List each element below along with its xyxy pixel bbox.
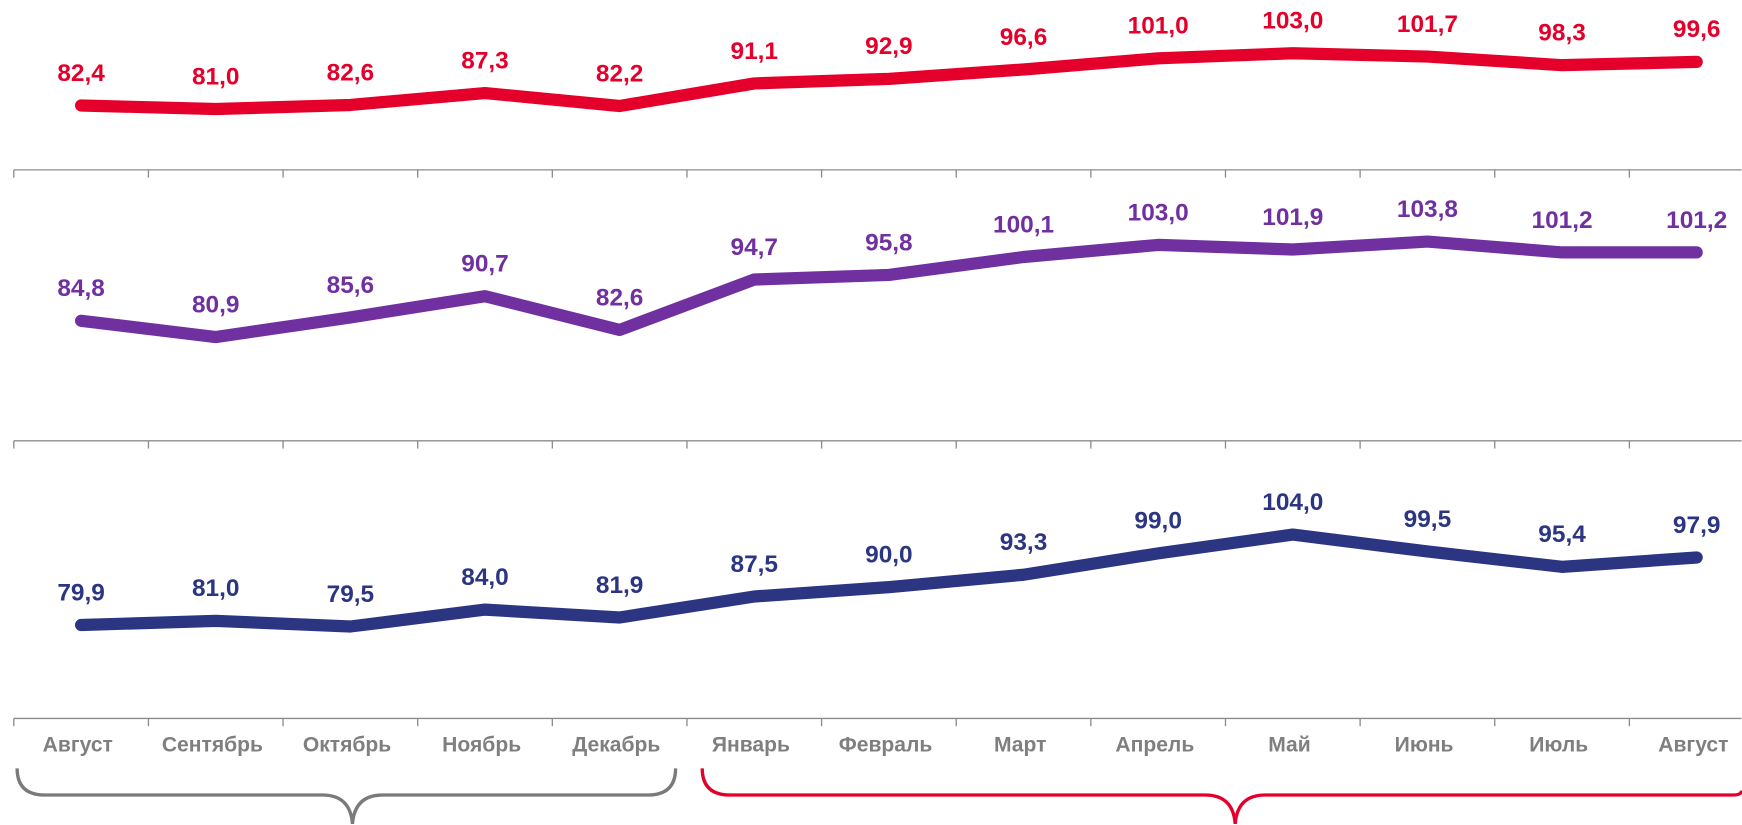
value-label: 93,3 <box>1000 529 1048 556</box>
x-tick-label: Декабрь <box>572 734 660 757</box>
value-label: 82,6 <box>596 284 644 311</box>
x-tick-label: Октябрь <box>303 734 391 757</box>
value-label: 99,0 <box>1134 508 1182 535</box>
value-label: 99,5 <box>1404 506 1452 533</box>
line <box>75 235 1703 344</box>
value-label: 103,0 <box>1128 199 1189 226</box>
value-label: 101,0 <box>1128 13 1189 40</box>
value-label: 80,9 <box>192 291 240 318</box>
x-tick-label: Январь <box>712 734 790 757</box>
value-label: 81,9 <box>596 572 644 599</box>
value-label: 104,0 <box>1262 489 1323 516</box>
value-label: 82,6 <box>327 59 375 86</box>
value-label: 92,9 <box>865 33 913 60</box>
line <box>75 528 1703 633</box>
value-label: 97,9 <box>1673 512 1721 539</box>
brace-gray <box>15 768 678 825</box>
x-tick-label: Июнь <box>1395 734 1454 757</box>
value-label: 103,8 <box>1397 196 1458 223</box>
x-tick-label: Июль <box>1529 734 1588 757</box>
value-label: 96,6 <box>1000 24 1048 51</box>
value-label: 94,7 <box>731 234 779 261</box>
x-tick-label: Август <box>43 734 113 757</box>
value-label: 79,5 <box>327 581 375 608</box>
value-label: 99,6 <box>1673 16 1721 43</box>
value-label: 95,4 <box>1538 521 1586 548</box>
value-label: 84,8 <box>57 275 105 302</box>
brace-red <box>700 768 1742 825</box>
x-tick-label: Апрель <box>1115 734 1194 757</box>
value-label: 91,1 <box>731 38 779 65</box>
value-label: 101,9 <box>1262 204 1323 231</box>
value-label: 84,0 <box>461 564 509 591</box>
x-tick-label: Август <box>1658 734 1728 757</box>
value-label: 101,7 <box>1397 11 1458 38</box>
value-label: 81,0 <box>192 575 240 602</box>
value-label: 79,9 <box>57 579 105 606</box>
value-label: 100,1 <box>993 211 1054 238</box>
value-label: 101,2 <box>1532 207 1593 234</box>
value-label: 90,7 <box>461 251 509 278</box>
x-tick-label: Сентябрь <box>162 734 263 757</box>
value-label: 101,2 <box>1666 207 1727 234</box>
value-label: 103,0 <box>1262 8 1323 35</box>
value-label: 82,4 <box>57 60 105 87</box>
value-label: 85,6 <box>327 272 375 299</box>
x-tick-label: Март <box>994 734 1046 757</box>
value-label: 87,5 <box>731 551 779 578</box>
value-label: 81,0 <box>192 63 240 90</box>
value-label: 98,3 <box>1538 20 1586 47</box>
value-label: 82,2 <box>596 60 644 87</box>
x-tick-label: Ноябрь <box>442 734 521 757</box>
line <box>75 47 1703 116</box>
value-label: 90,0 <box>865 541 913 568</box>
value-label: 95,8 <box>865 229 913 256</box>
x-tick-label: Май <box>1268 734 1311 757</box>
x-tick-label: Февраль <box>839 734 933 757</box>
value-label: 87,3 <box>461 47 509 74</box>
